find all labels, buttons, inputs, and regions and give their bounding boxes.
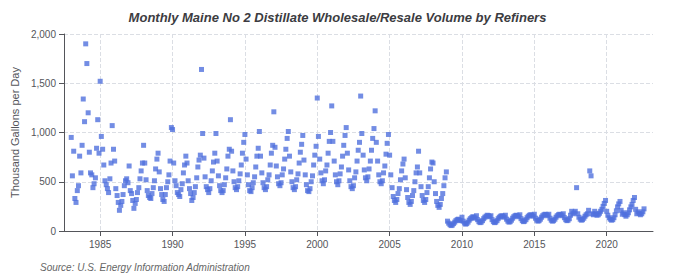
svg-text:2005: 2005 (378, 239, 401, 250)
svg-text:2,000: 2,000 (31, 29, 56, 40)
svg-text:2010: 2010 (451, 239, 474, 250)
svg-text:Thousand Gallons per Day: Thousand Gallons per Day (9, 67, 21, 198)
svg-text:500: 500 (39, 176, 56, 187)
svg-text:1985: 1985 (89, 239, 112, 250)
svg-text:1,500: 1,500 (31, 78, 56, 89)
svg-text:0: 0 (50, 226, 56, 237)
svg-text:1995: 1995 (234, 239, 257, 250)
svg-text:2015: 2015 (523, 239, 546, 250)
svg-text:1,000: 1,000 (31, 127, 56, 138)
svg-text:Source: U.S. Energy Informatio: Source: U.S. Energy Information Administ… (40, 262, 250, 273)
svg-text:Monthly Maine No 2 Distillate: Monthly Maine No 2 Distillate Wholesale/… (129, 10, 547, 25)
svg-text:1990: 1990 (161, 239, 184, 250)
svg-text:2000: 2000 (306, 239, 329, 250)
svg-text:2020: 2020 (596, 239, 619, 250)
